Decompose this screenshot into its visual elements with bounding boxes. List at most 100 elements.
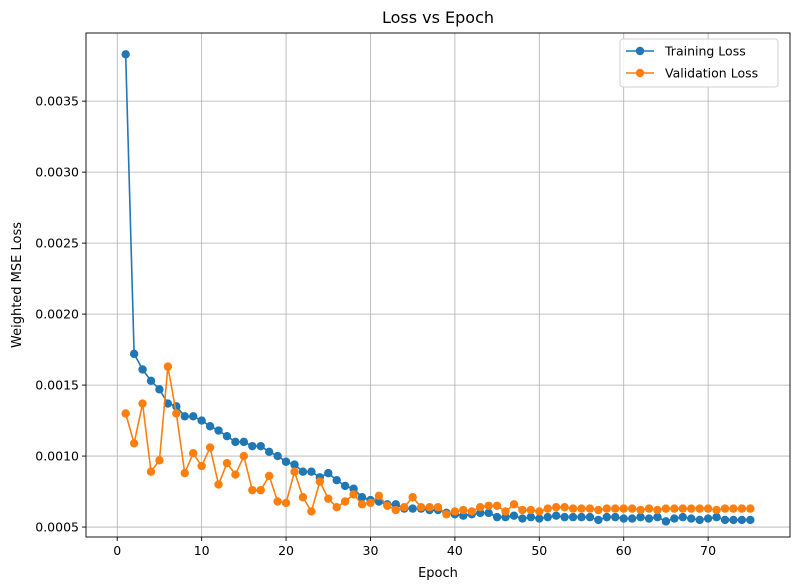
data-point [518,514,527,523]
data-point [205,422,215,431]
data-point [290,467,299,476]
data-point [298,493,308,502]
legend: Training Loss Validation Loss [619,38,779,88]
data-point [129,439,139,448]
data-point [281,498,291,508]
data-point [518,505,527,515]
data-point [231,437,240,447]
data-point [543,504,552,513]
data-point [155,456,164,465]
y-tick-label: 0.0005 [35,520,79,535]
data-point [214,426,223,435]
x-tick-label: 50 [531,543,547,558]
legend-marker [635,46,645,56]
data-point [602,504,612,513]
data-point [332,476,341,485]
data-point [189,449,198,458]
y-tick-label: 0.0025 [35,236,79,251]
y-tick-label: 0.0035 [35,94,79,109]
chart-title: Loss vs Epoch [382,8,494,27]
data-point [121,50,130,59]
x-tick-label: 40 [447,543,463,558]
series-layer [121,50,755,526]
legend-item: Training Loss [626,44,746,59]
legend-box [619,38,779,88]
data-point [248,485,257,495]
data-point [746,515,755,525]
data-point [180,412,189,421]
data-point [602,512,612,522]
data-point [585,512,595,522]
data-point [264,471,274,481]
data-point [476,502,485,512]
data-point [138,399,147,408]
data-point [526,512,536,522]
data-point [214,480,223,489]
data-point [222,458,232,468]
data-point [307,507,316,516]
data-point [653,512,662,522]
data-point [636,505,645,515]
series-line [124,54,751,523]
data-point [256,485,265,495]
plot-frame [85,32,791,538]
data-point [366,498,375,508]
data-point [703,514,713,523]
data-point [661,504,671,513]
data-point [307,467,316,476]
data-point [526,505,536,515]
data-point [484,501,493,510]
data-point [720,515,730,525]
x-tick-label: 70 [700,543,716,558]
data-point [678,504,687,513]
data-point [695,504,704,513]
data-point [627,514,637,523]
data-point [492,512,502,522]
data-point [535,514,544,523]
data-point [712,512,721,522]
legend-label: Training Loss [664,44,746,59]
data-point [560,512,569,522]
data-point [138,365,147,374]
data-point [391,505,400,515]
data-point [146,467,156,476]
data-point [611,512,620,522]
x-axis-title: Epoch [418,566,458,581]
data-point [222,432,232,441]
data-point [560,502,569,512]
y-tick-label: 0.0015 [35,378,79,393]
grid-lines [86,33,790,537]
data-point [636,512,645,522]
data-point [594,505,603,515]
data-point [298,467,308,476]
data-point [273,451,282,461]
data-point [535,507,544,516]
data-point [653,505,662,515]
data-point [687,504,696,513]
data-point [121,409,130,418]
data-point [492,501,502,510]
data-point [425,502,434,512]
data-point [746,504,755,513]
data-point [720,504,730,513]
data-point [695,515,704,525]
data-point [509,500,519,509]
data-point [484,508,493,518]
data-point [543,512,552,522]
data-point [416,502,426,512]
y-tick-label: 0.0010 [35,449,79,464]
data-point [459,505,468,515]
data-point [163,399,173,408]
data-point [205,443,215,452]
data-point [703,504,713,513]
data-point [400,502,409,512]
data-point [357,500,367,509]
data-point [239,451,249,461]
data-point [433,502,443,512]
data-point [248,441,257,451]
data-point [349,490,358,499]
x-axis: 0 10 20 30 40 50 60 70 [113,537,716,558]
x-tick-label: 30 [363,543,379,558]
data-point [408,493,417,502]
